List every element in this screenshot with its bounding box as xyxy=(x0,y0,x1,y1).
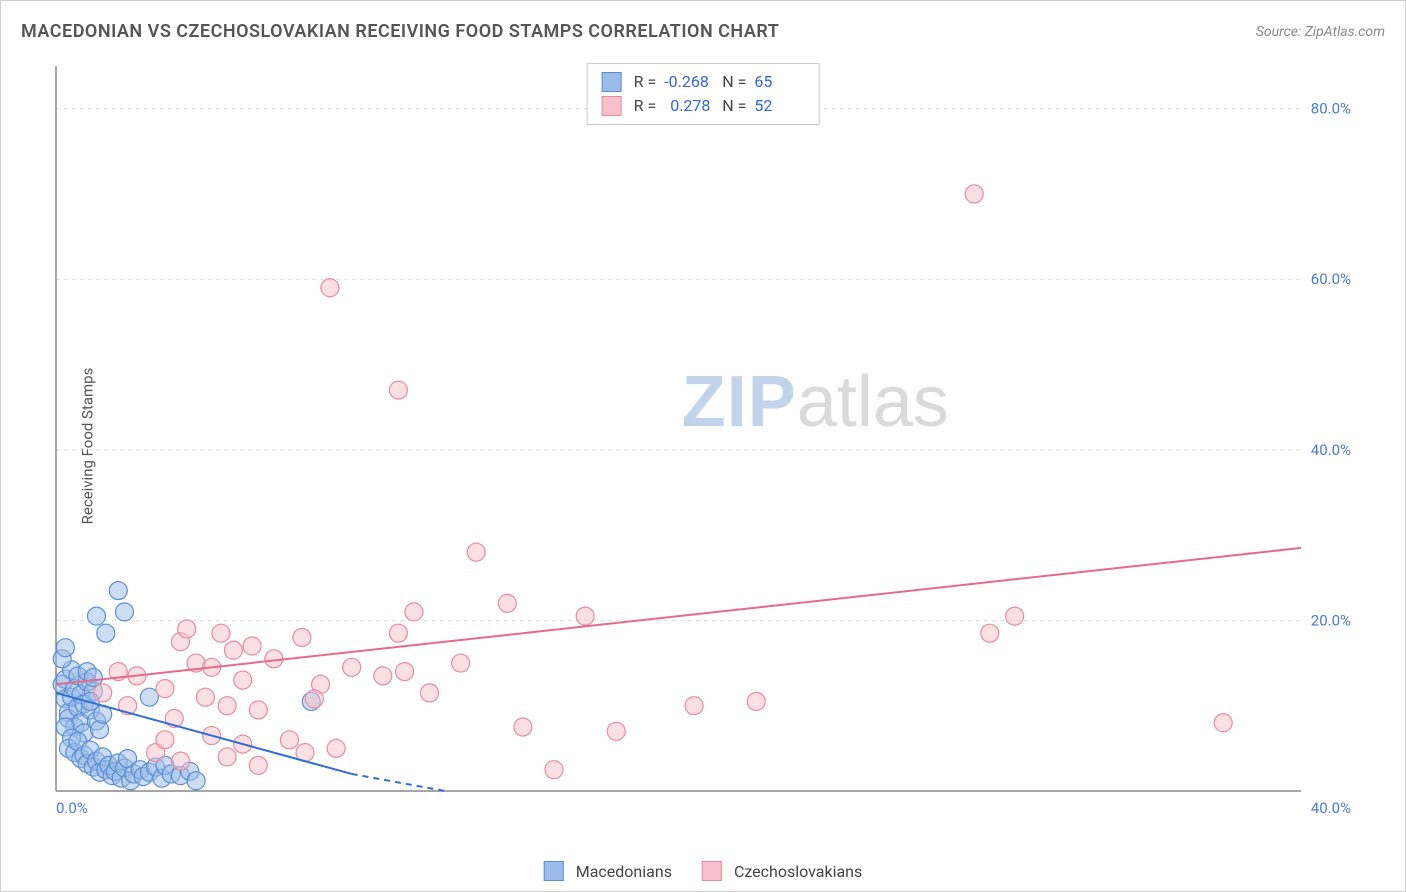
source-value: ZipAtlas.com xyxy=(1305,24,1385,40)
n-label: N = xyxy=(722,70,746,94)
r-label: R = xyxy=(634,94,657,118)
svg-text:20.0%: 20.0% xyxy=(1311,611,1351,629)
stats-row-macedonians: R = -0.268 N = 65 xyxy=(602,70,805,94)
title-bar: MACEDONIAN VS CZECHOSLOVAKIAN RECEIVING … xyxy=(21,21,1385,42)
swatch-pink-icon xyxy=(602,96,622,116)
chart-container: MACEDONIAN VS CZECHOSLOVAKIAN RECEIVING … xyxy=(0,0,1406,892)
legend-label-1: Macedonians xyxy=(576,862,672,881)
r-value-1: -0.268 xyxy=(664,70,714,94)
chart-title: MACEDONIAN VS CZECHOSLOVAKIAN RECEIVING … xyxy=(21,21,779,42)
plot-area: 20.0% 40.0% 60.0% 80.0% 0.0% 40.0% xyxy=(51,61,1361,821)
stats-legend-box: R = -0.268 N = 65 R = 0.278 N = 52 xyxy=(587,63,820,125)
n-value-2: 52 xyxy=(754,94,804,118)
legend-item-czechoslovakians: Czechoslovakians xyxy=(702,861,862,881)
svg-text:40.0%: 40.0% xyxy=(1311,799,1351,817)
swatch-pink-icon xyxy=(702,861,722,881)
source-prefix: Source: xyxy=(1256,24,1305,40)
chart-svg: 20.0% 40.0% 60.0% 80.0% 0.0% 40.0% xyxy=(51,61,1361,821)
svg-text:80.0%: 80.0% xyxy=(1311,100,1351,118)
n-label: N = xyxy=(722,94,746,118)
bottom-legend: Macedonians Czechoslovakians xyxy=(544,861,863,881)
svg-text:60.0%: 60.0% xyxy=(1311,270,1351,288)
svg-text:40.0%: 40.0% xyxy=(1311,441,1351,459)
r-value-2: 0.278 xyxy=(664,94,714,118)
svg-text:0.0%: 0.0% xyxy=(56,799,88,817)
legend-item-macedonians: Macedonians xyxy=(544,861,672,881)
swatch-blue-icon xyxy=(602,72,622,92)
swatch-blue-icon xyxy=(544,861,564,881)
stats-row-czechoslovakians: R = 0.278 N = 52 xyxy=(602,94,805,118)
r-label: R = xyxy=(634,70,657,94)
legend-label-2: Czechoslovakians xyxy=(734,862,862,881)
n-value-1: 65 xyxy=(754,70,804,94)
source-attribution: Source: ZipAtlas.com xyxy=(1256,24,1385,40)
